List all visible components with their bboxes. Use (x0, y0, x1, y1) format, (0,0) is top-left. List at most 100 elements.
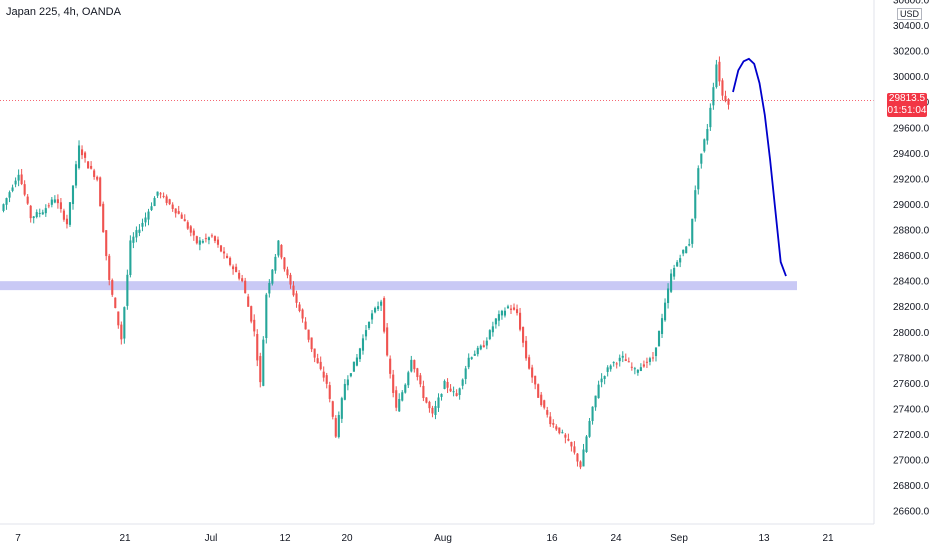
time-tick-label: 7 (15, 533, 21, 544)
time-axis[interactable]: 7 21 Jul 12 20 Aug 16 24 Sep 13 21 (15, 533, 834, 544)
candle-body (44, 208, 47, 214)
price-axis[interactable]: 26600.0 26800.0 27000.0 27200.0 27400.0 27600… (893, 0, 930, 518)
candle-body (564, 434, 567, 438)
candle-body (663, 302, 667, 321)
candle-body (108, 255, 111, 280)
time-tick-label: 24 (610, 533, 622, 544)
candle-body (68, 202, 72, 225)
candle-body (561, 432, 564, 434)
candle-body (558, 427, 561, 434)
price-tick-label: 28000.0 (893, 328, 930, 339)
price-tick-label: 29000.0 (893, 200, 930, 211)
price-tick-label: 28400.0 (893, 277, 930, 288)
candle-body (177, 211, 180, 214)
candle-body (591, 406, 594, 422)
candle-body (129, 240, 132, 275)
candle-body (603, 376, 606, 379)
candle-body (461, 379, 464, 386)
candle-body (50, 199, 53, 205)
candle-body (615, 363, 618, 365)
candle-body (280, 244, 283, 258)
candle-body (5, 198, 8, 205)
candle-body (621, 355, 624, 358)
candle-body (630, 366, 633, 368)
candle-body (419, 375, 422, 385)
candle-body (407, 372, 410, 386)
time-tick-label: 13 (758, 533, 770, 544)
candle-body (219, 245, 223, 252)
candle-body (721, 80, 724, 96)
candle-body (225, 255, 229, 259)
candle-body (80, 149, 84, 156)
price-tick-label: 30600.0 (893, 0, 930, 7)
candle-body (328, 385, 331, 399)
candle-body (253, 319, 256, 332)
candle-body (515, 309, 519, 314)
candle-body (283, 257, 286, 270)
candle-body (534, 375, 537, 385)
candle-body (667, 288, 670, 304)
candle-body (688, 244, 691, 246)
candle-body (307, 329, 310, 340)
candle-body (636, 369, 639, 373)
candle-body (198, 240, 201, 245)
candle-body (141, 222, 144, 227)
candle-body (289, 274, 292, 285)
projection-curve[interactable] (732, 57, 787, 277)
candle-body (549, 416, 552, 425)
candle-body (352, 361, 355, 372)
candle-body (612, 362, 615, 364)
candle-body (59, 202, 62, 210)
candle-body (250, 306, 253, 322)
candle-body (654, 347, 658, 357)
price-tick-label: 27800.0 (893, 353, 930, 364)
price-tick-label: 29600.0 (893, 123, 930, 134)
candle-body (367, 321, 371, 329)
candle-body (120, 324, 123, 340)
candle-body (298, 304, 301, 312)
support-zone[interactable] (0, 281, 797, 291)
price-tick-label: 30200.0 (893, 47, 930, 58)
candle-body (114, 297, 117, 308)
candle-body (38, 212, 41, 214)
candle-body (413, 360, 416, 370)
candle-body (14, 180, 17, 185)
candle-body (627, 361, 630, 363)
candle-body (585, 436, 588, 453)
candle-body (65, 218, 69, 225)
candle-body (697, 168, 700, 190)
candle-body (213, 236, 217, 241)
candle-body (292, 285, 295, 296)
candle-body (111, 280, 114, 295)
candle-body (153, 197, 156, 207)
candle-body (20, 174, 23, 185)
candle-body (180, 214, 183, 219)
time-tick-label: 20 (341, 533, 353, 544)
candle-body (343, 383, 346, 400)
candle-body (222, 251, 226, 254)
candle-body (395, 390, 398, 408)
candle-body (522, 326, 525, 343)
candle-body (135, 230, 138, 238)
price-tick-label: 28200.0 (893, 302, 930, 313)
candle-body (715, 64, 718, 88)
candle-body (398, 398, 401, 412)
candle-body (600, 378, 603, 383)
candle-body (540, 394, 543, 406)
candle-body (174, 208, 177, 214)
candle-body (271, 269, 274, 284)
candles (2, 56, 730, 470)
candle-body (503, 310, 507, 316)
candle-body (476, 347, 479, 355)
candle-body (700, 153, 703, 164)
candle-body (582, 449, 585, 467)
candle-body (41, 212, 44, 215)
candle-body (570, 441, 573, 447)
candle-body (346, 379, 349, 386)
price-badge-countdown: 01:51:04 (887, 104, 927, 116)
candle-body (247, 296, 250, 307)
candle-body (207, 237, 210, 241)
candle-body (727, 99, 730, 105)
candle-body (618, 357, 621, 362)
